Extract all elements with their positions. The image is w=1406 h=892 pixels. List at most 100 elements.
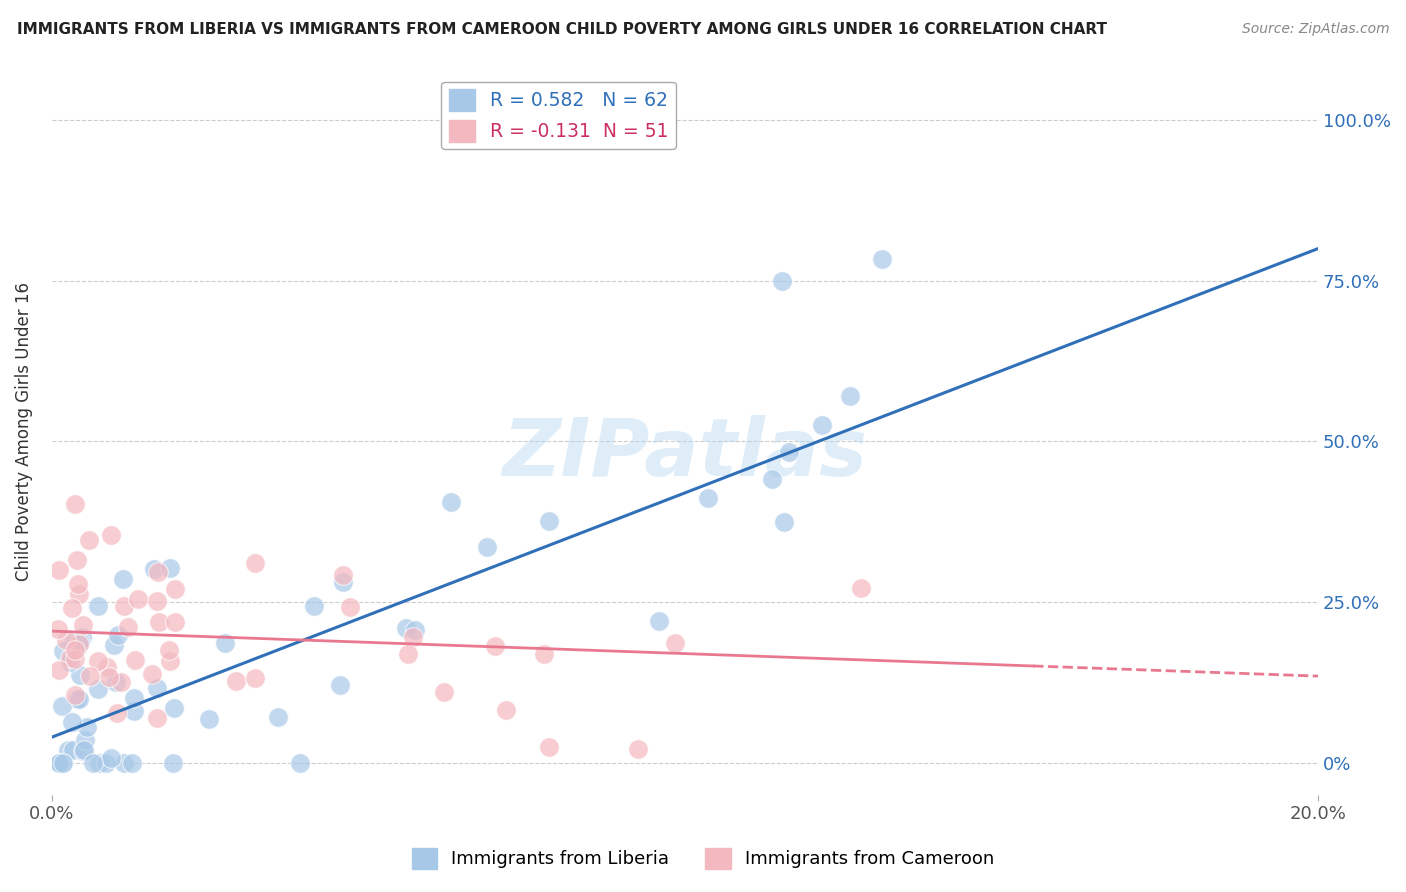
Point	[65, 691, 87, 706]
Point	[225, 674, 247, 689]
Point	[66, 553, 89, 567]
Point	[48, 756, 70, 770]
Point	[761, 472, 783, 486]
Point	[77, 533, 100, 547]
Point	[96, 660, 118, 674]
Text: ZIPatlas: ZIPatlas	[502, 415, 868, 492]
Point	[141, 667, 163, 681]
Point	[811, 418, 834, 433]
Point	[51, 756, 73, 770]
Point	[96, 756, 118, 770]
Point	[267, 710, 290, 724]
Point	[162, 756, 184, 770]
Point	[87, 756, 110, 770]
Point	[82, 756, 104, 770]
Point	[148, 615, 170, 630]
Point	[157, 642, 180, 657]
Point	[100, 750, 122, 764]
Point	[495, 703, 517, 717]
Point	[329, 677, 352, 691]
Point	[402, 630, 425, 644]
Point	[849, 582, 872, 596]
Point	[122, 691, 145, 706]
Point	[146, 711, 169, 725]
Point	[72, 617, 94, 632]
Point	[105, 675, 128, 690]
Point	[332, 568, 354, 582]
Point	[339, 600, 361, 615]
Point	[142, 562, 165, 576]
Point	[67, 587, 90, 601]
Legend: Immigrants from Liberia, Immigrants from Cameroon: Immigrants from Liberia, Immigrants from…	[405, 840, 1001, 876]
Point	[454, 132, 477, 146]
Point	[404, 623, 426, 637]
Point	[107, 628, 129, 642]
Point	[111, 572, 134, 586]
Point	[124, 653, 146, 667]
Point	[103, 639, 125, 653]
Point	[112, 599, 135, 614]
Point	[163, 701, 186, 715]
Point	[163, 615, 186, 630]
Point	[98, 670, 121, 684]
Point	[51, 699, 73, 714]
Point	[838, 388, 860, 402]
Point	[72, 744, 94, 758]
Point	[243, 671, 266, 685]
Point	[112, 756, 135, 770]
Point	[65, 642, 87, 657]
Point	[122, 705, 145, 719]
Point	[62, 743, 84, 757]
Point	[696, 491, 718, 505]
Point	[65, 643, 87, 657]
Point	[48, 563, 70, 577]
Point	[117, 620, 139, 634]
Point	[110, 674, 132, 689]
Point	[165, 582, 187, 596]
Point	[69, 668, 91, 682]
Point	[770, 274, 793, 288]
Point	[46, 622, 69, 636]
Point	[159, 654, 181, 668]
Point	[159, 561, 181, 575]
Point	[86, 599, 108, 614]
Point	[63, 497, 86, 511]
Point	[664, 636, 686, 650]
Point	[70, 630, 93, 644]
Point	[214, 636, 236, 650]
Point	[243, 556, 266, 570]
Point	[484, 639, 506, 653]
Point	[59, 655, 82, 669]
Point	[537, 514, 560, 528]
Point	[66, 577, 89, 591]
Point	[73, 743, 96, 757]
Point	[52, 756, 75, 770]
Point	[79, 669, 101, 683]
Point	[65, 652, 87, 666]
Point	[63, 688, 86, 702]
Point	[62, 636, 84, 650]
Point	[146, 594, 169, 608]
Point	[67, 692, 90, 706]
Point	[396, 647, 419, 661]
Point	[440, 495, 463, 509]
Point	[778, 445, 800, 459]
Point	[146, 565, 169, 579]
Point	[67, 637, 90, 651]
Point	[121, 756, 143, 770]
Point	[52, 644, 75, 658]
Legend: R = 0.582   N = 62, R = -0.131  N = 51: R = 0.582 N = 62, R = -0.131 N = 51	[441, 81, 676, 149]
Point	[75, 732, 97, 747]
Point	[55, 632, 77, 647]
Point	[60, 714, 83, 729]
Point	[59, 651, 82, 665]
Text: IMMIGRANTS FROM LIBERIA VS IMMIGRANTS FROM CAMEROON CHILD POVERTY AMONG GIRLS UN: IMMIGRANTS FROM LIBERIA VS IMMIGRANTS FR…	[17, 22, 1107, 37]
Point	[395, 621, 418, 635]
Point	[60, 601, 83, 615]
Point	[48, 663, 70, 677]
Point	[648, 614, 671, 628]
Point	[475, 541, 498, 555]
Point	[433, 685, 456, 699]
Y-axis label: Child Poverty Among Girls Under 16: Child Poverty Among Girls Under 16	[15, 282, 32, 582]
Point	[146, 681, 169, 696]
